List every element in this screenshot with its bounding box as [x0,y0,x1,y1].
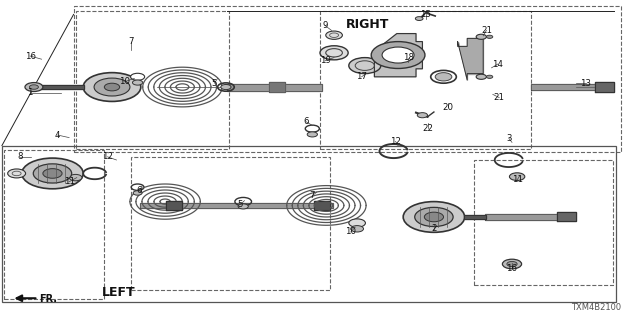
Circle shape [43,169,62,178]
Circle shape [476,74,486,79]
Circle shape [8,169,26,178]
Text: 8: 8 [18,152,23,161]
Bar [74,6,621,152]
Circle shape [307,132,317,137]
Circle shape [94,78,130,96]
Circle shape [326,31,342,39]
Bar [2,146,616,302]
Text: 14: 14 [492,60,504,68]
Circle shape [476,34,486,39]
Polygon shape [595,82,614,92]
Text: LEFT: LEFT [102,286,135,299]
Text: 10: 10 [119,77,131,86]
Circle shape [131,73,145,80]
Polygon shape [38,85,84,90]
Text: RIGHT: RIGHT [346,18,390,30]
Polygon shape [374,34,422,77]
Text: 19: 19 [320,56,330,65]
Circle shape [509,173,525,180]
Circle shape [403,202,465,232]
Polygon shape [314,201,330,210]
Bar [474,160,613,285]
Circle shape [83,73,141,101]
Circle shape [507,261,517,267]
Text: TXM4B2100: TXM4B2100 [571,303,621,312]
Polygon shape [166,201,182,210]
Polygon shape [458,38,483,80]
Text: 6: 6 [137,186,142,195]
Text: 15: 15 [420,10,431,19]
Text: 4: 4 [55,131,60,140]
Circle shape [371,42,425,68]
Circle shape [417,113,428,118]
Circle shape [349,58,381,74]
Bar [131,157,330,290]
Text: 17: 17 [356,72,367,81]
Text: 10: 10 [345,228,356,236]
Text: 16: 16 [506,264,518,273]
Bar [4,150,104,299]
Circle shape [104,83,120,91]
Text: 16: 16 [24,52,36,60]
Text: 18: 18 [403,53,414,62]
Text: 5: 5 [237,200,243,209]
Text: 21: 21 [493,93,505,102]
Circle shape [69,174,82,181]
Text: 21: 21 [481,26,492,35]
Circle shape [435,73,452,81]
Circle shape [415,207,453,227]
Circle shape [424,212,444,222]
Circle shape [238,204,248,209]
Text: 22: 22 [422,124,433,132]
Circle shape [486,35,493,38]
Text: 2: 2 [431,224,436,233]
Bar [76,11,229,149]
Circle shape [382,47,414,63]
Circle shape [22,158,83,189]
Text: 1: 1 [28,88,33,97]
Text: 9: 9 [323,21,328,30]
Circle shape [133,191,142,195]
Polygon shape [464,215,486,220]
Circle shape [349,219,365,227]
Text: 12: 12 [390,137,401,146]
Text: 11: 11 [511,175,523,184]
Text: 5: 5 [212,79,217,88]
Circle shape [25,83,43,92]
Circle shape [486,75,493,78]
Circle shape [33,164,72,183]
Text: FR.: FR. [39,294,57,304]
Circle shape [29,85,38,89]
Text: 13: 13 [580,79,591,88]
Text: 3: 3 [506,134,511,143]
Polygon shape [485,214,566,220]
Circle shape [221,84,231,90]
Text: 7: 7 [129,37,134,46]
Polygon shape [531,84,602,90]
Circle shape [351,226,364,232]
Circle shape [132,80,143,85]
Circle shape [502,259,522,269]
Circle shape [320,46,348,60]
Text: 20: 20 [442,103,454,112]
Text: 6: 6 [303,117,308,126]
Bar [320,11,531,149]
Polygon shape [140,203,333,208]
Text: 11: 11 [63,177,75,186]
Polygon shape [227,84,322,91]
Text: 7: 7 [310,191,315,200]
Circle shape [415,17,423,20]
Polygon shape [269,82,285,92]
Polygon shape [557,212,576,221]
Text: 12: 12 [102,152,113,161]
